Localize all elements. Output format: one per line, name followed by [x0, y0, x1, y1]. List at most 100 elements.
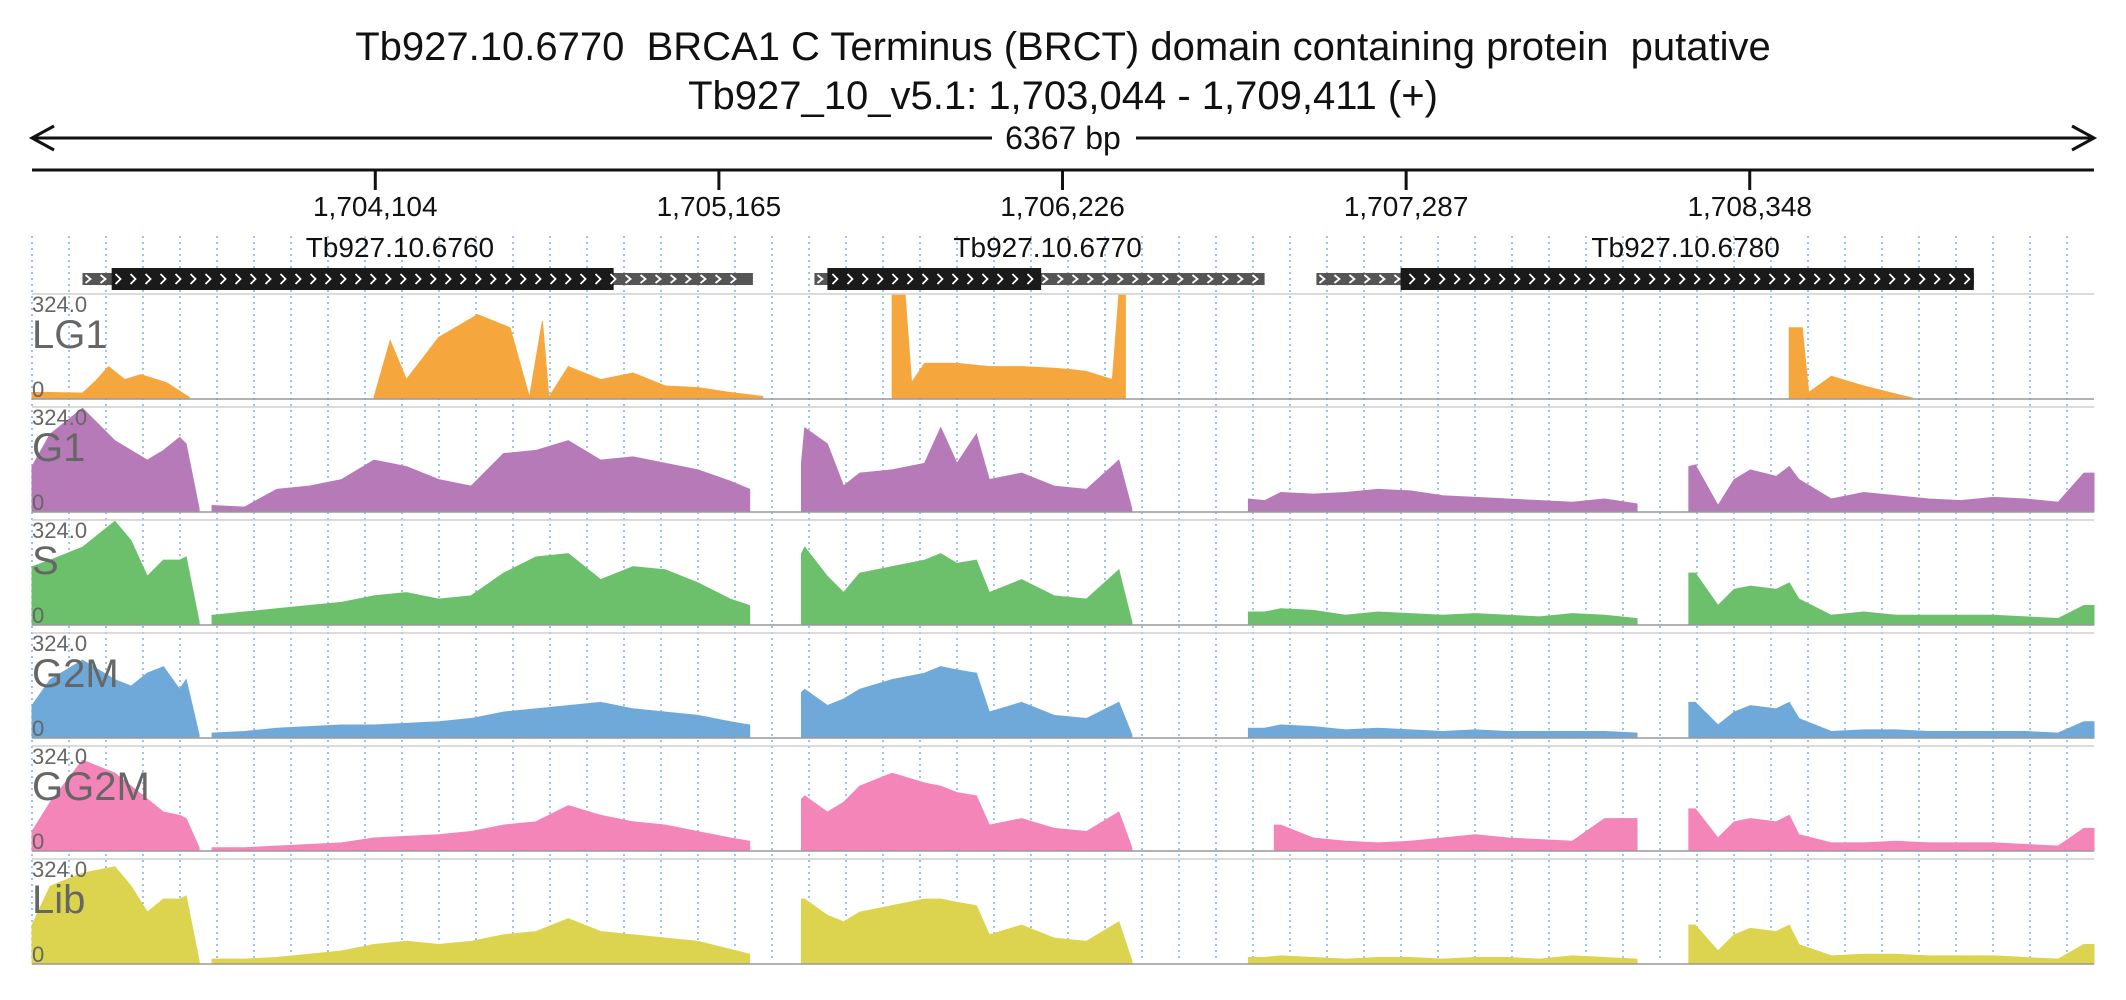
- gene-strand-arrow: [684, 274, 692, 284]
- track-name: LG1: [32, 313, 108, 357]
- gene-strand-arrow: [1483, 273, 1491, 285]
- track-min-label: 0: [32, 829, 44, 854]
- gene-strand-arrow: [1603, 273, 1611, 285]
- track-max-label: 324.0: [32, 857, 87, 882]
- gene-strand-arrow: [1071, 274, 1079, 284]
- gene-strand-arrow: [609, 273, 617, 285]
- track-min-label: 0: [32, 377, 44, 402]
- gene-strand-arrow: [714, 274, 722, 284]
- gene-strand-arrow: [1236, 274, 1244, 284]
- coverage-area: [1247, 955, 1638, 965]
- coverage-area: [31, 659, 200, 739]
- coverage-area: [211, 805, 751, 852]
- gene-strand-arrow: [1333, 274, 1341, 284]
- coverage-tracks: 324.00LG1324.00G1324.00S324.00G2M324.00G…: [31, 292, 2095, 967]
- gene-strand-arrow: [474, 273, 482, 285]
- gene-strand-arrow: [174, 273, 182, 285]
- gene-strand-arrow: [669, 274, 677, 284]
- gene-strand-arrow: [1903, 273, 1911, 285]
- gene-strand-arrow: [1363, 274, 1371, 284]
- gene-strand-arrow: [831, 273, 839, 285]
- gene-strand-arrow: [981, 273, 989, 285]
- coverage-area: [31, 407, 200, 513]
- gene-strand-arrow: [504, 273, 512, 285]
- gene-strand-arrow: [189, 273, 197, 285]
- gene-strand-arrow: [489, 273, 497, 285]
- gene-strand-arrow: [966, 273, 974, 285]
- ruler-tick-label: 1,707,287: [1344, 191, 1469, 222]
- gene-strand-arrow: [1753, 273, 1761, 285]
- gene-strand-arrow: [699, 274, 707, 284]
- gene-strand-arrow: [309, 273, 317, 285]
- coverage-area: [800, 546, 1133, 626]
- track-min-label: 0: [32, 716, 44, 741]
- gene-strand-arrow: [1783, 273, 1791, 285]
- gene-strand-arrow: [1798, 273, 1806, 285]
- span-length-label: 6367 bp: [1005, 120, 1121, 156]
- gene-model: Tb927.10.6770: [814, 232, 1265, 290]
- gene-strand-arrow: [1738, 273, 1746, 285]
- gene-strand-arrow: [624, 274, 632, 284]
- gene-strand-arrow: [846, 273, 854, 285]
- gene-strand-arrow: [1933, 273, 1941, 285]
- gene-strand-arrow: [1543, 273, 1551, 285]
- gene-strand-arrow: [1648, 273, 1656, 285]
- gene-strand-arrow: [1206, 274, 1214, 284]
- gene-strand-arrow: [414, 273, 422, 285]
- gene-strand-arrow: [1813, 273, 1821, 285]
- gene-strand-arrow: [906, 273, 914, 285]
- gene-strand-arrow: [1678, 273, 1686, 285]
- gene-strand-arrow: [99, 274, 107, 284]
- track-name: S: [32, 539, 59, 583]
- gene-strand-arrow: [1408, 273, 1416, 285]
- gene-strand-arrow: [891, 273, 899, 285]
- gene-strand-arrow: [279, 273, 287, 285]
- coverage-area: [1688, 808, 2095, 852]
- gene-strand-arrow: [936, 273, 944, 285]
- gene-strand-arrow: [384, 273, 392, 285]
- gene-strand-arrow: [1963, 273, 1971, 285]
- gridlines: [31, 236, 2068, 962]
- gene-strand-arrow: [1146, 274, 1154, 284]
- gene-strand-arrow: [1041, 274, 1049, 284]
- coverage-area: [31, 759, 200, 852]
- gene-strand-arrow: [1161, 274, 1169, 284]
- ruler-tick-label: 1,705,165: [657, 191, 782, 222]
- track-lg1: 324.0 0 LG1: [31, 292, 2094, 402]
- track-g1: 324.0 0 G1: [31, 405, 2095, 515]
- gene-strand-arrow: [1888, 273, 1896, 285]
- track-min-label: 0: [32, 942, 44, 967]
- gene-label: Tb927.10.6780: [1591, 232, 1779, 263]
- coverage-area: [800, 426, 1133, 513]
- ruler-tick-label: 1,704,104: [313, 191, 438, 222]
- coverage-area: [1688, 924, 2095, 965]
- track-max-label: 324.0: [32, 631, 87, 656]
- gene-strand-arrow: [1176, 274, 1184, 284]
- gene-strand-arrow: [1858, 273, 1866, 285]
- gene-strand-arrow: [204, 273, 212, 285]
- gene-strand-arrow: [996, 273, 1004, 285]
- gene-strand-arrow: [534, 273, 542, 285]
- track-name: Lib: [32, 878, 85, 922]
- gene-strand-arrow: [1318, 274, 1326, 284]
- coverage-area: [800, 898, 1133, 965]
- gene-strand-arrow: [1918, 273, 1926, 285]
- coverage-area: [31, 866, 200, 965]
- gene-strand-arrow: [921, 273, 929, 285]
- gene-strand-arrow: [816, 274, 824, 284]
- gene-strand-arrow: [1378, 274, 1386, 284]
- coverage-area: [1247, 488, 1638, 513]
- coverage-area: [891, 294, 1126, 400]
- span-arrow-right-head: [2071, 124, 2098, 152]
- coverage-area: [1247, 724, 1638, 739]
- gene-model: Tb927.10.6760: [82, 232, 753, 290]
- gene-strand-arrow: [1693, 273, 1701, 285]
- gene-strand-arrow: [84, 274, 92, 284]
- gene-track: Tb927.10.6760 Tb927.10.6770 Tb927.10.6780: [82, 232, 1974, 290]
- gene-strand-arrow: [1026, 273, 1034, 285]
- gene-strand-arrow: [1191, 274, 1199, 284]
- coverage-area: [211, 553, 751, 626]
- coverage-area: [211, 918, 751, 965]
- gene-strand-arrow: [1573, 273, 1581, 285]
- track-lib: 324.0 0 Lib: [31, 857, 2095, 967]
